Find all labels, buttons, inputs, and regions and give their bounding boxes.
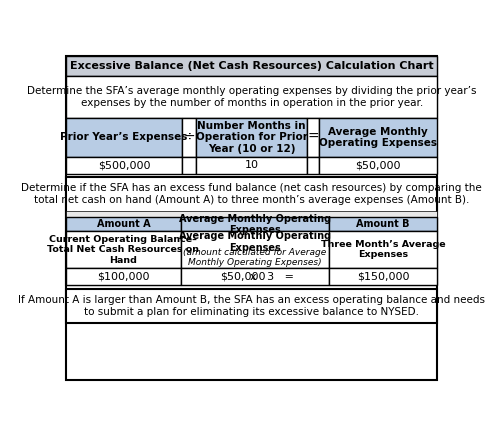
Text: If Amount A is larger than Amount B, the SFA has an excess operating balance and: If Amount A is larger than Amount B, the…: [18, 295, 485, 317]
Bar: [320, 156, 437, 174]
Text: $50,000: $50,000: [220, 272, 266, 282]
Text: Determine if the SFA has an excess fund balance (net cash resources) by comparin: Determine if the SFA has an excess fund …: [21, 184, 482, 205]
Text: $100,000: $100,000: [97, 272, 150, 282]
Bar: [66, 178, 437, 285]
Text: Three Month’s Average
Expenses: Three Month’s Average Expenses: [321, 240, 445, 260]
Text: Determine the SFA’s average monthly operating expenses by dividing the prior yea: Determine the SFA’s average monthly oper…: [27, 86, 476, 108]
Text: (amount calculated for Average
Monthly Operating Expenses): (amount calculated for Average Monthly O…: [183, 248, 327, 267]
Text: Prior Year’s Expenses: Prior Year’s Expenses: [60, 132, 188, 142]
Text: Amount B: Amount B: [356, 219, 410, 229]
Text: 10: 10: [245, 160, 259, 170]
Bar: [66, 289, 437, 323]
Bar: [329, 231, 437, 268]
Text: Average Monthly Operating
Expenses: Average Monthly Operating Expenses: [179, 231, 331, 253]
Bar: [66, 118, 182, 156]
Bar: [66, 76, 437, 118]
Bar: [307, 118, 320, 156]
Text: Current Operating Balance–
Total Net Cash Resources on
Hand: Current Operating Balance– Total Net Cas…: [47, 235, 199, 265]
Text: =: =: [307, 130, 319, 144]
Text: Amount A: Amount A: [97, 219, 150, 229]
Text: Excessive Balance (Net Cash Resources) Calculation Chart: Excessive Balance (Net Cash Resources) C…: [70, 61, 434, 71]
Text: Average Monthly Operating
Expenses: Average Monthly Operating Expenses: [179, 213, 331, 235]
Text: Number Months in
Operation for Prior
Year (10 or 12): Number Months in Operation for Prior Yea…: [196, 121, 307, 154]
Bar: [307, 156, 320, 174]
Bar: [66, 57, 437, 76]
Bar: [66, 156, 182, 174]
Bar: [66, 217, 181, 231]
Bar: [66, 231, 181, 268]
Text: ÷: ÷: [184, 130, 195, 144]
Text: $500,000: $500,000: [98, 160, 150, 170]
Bar: [181, 231, 329, 268]
Bar: [329, 268, 437, 285]
Bar: [320, 118, 437, 156]
Bar: [181, 217, 329, 231]
Bar: [182, 118, 196, 156]
Bar: [182, 156, 196, 174]
Text: Average Monthly
Operating Expenses: Average Monthly Operating Expenses: [319, 127, 437, 148]
Bar: [66, 268, 181, 285]
Bar: [196, 118, 307, 156]
Bar: [196, 156, 307, 174]
Bar: [181, 268, 329, 285]
Bar: [66, 211, 437, 217]
Text: x   3   =: x 3 =: [250, 272, 294, 282]
Bar: [329, 217, 437, 231]
Text: $50,000: $50,000: [355, 160, 401, 170]
Text: $150,000: $150,000: [357, 272, 409, 282]
